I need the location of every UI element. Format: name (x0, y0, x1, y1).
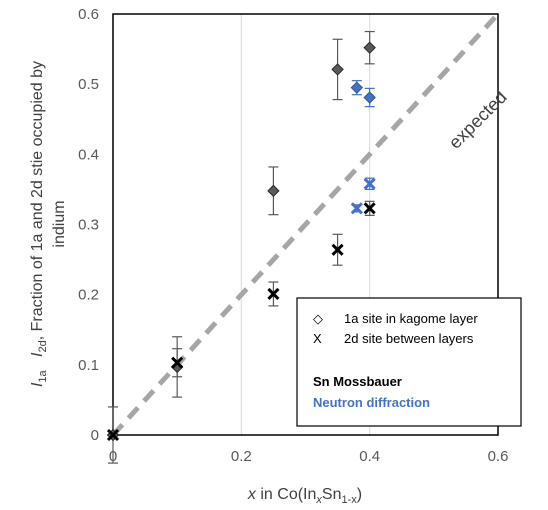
x-tick-label: 0.2 (231, 448, 252, 465)
legend-marker-label-2d: 2d site between layers (344, 331, 474, 346)
x-marker-stroke-b (171, 356, 184, 369)
y-label-i2d-sub: 2d (37, 340, 49, 352)
legend-method-mossbauer: Sn Mossbauer (313, 374, 402, 389)
y-label-i2d: I (29, 352, 46, 357)
data-point-1a-diamond-marker (350, 81, 364, 94)
x-marker-stroke-b (363, 202, 376, 215)
x-marker-stroke-b (106, 428, 120, 442)
data-point-1a-diamond-marker (363, 41, 376, 54)
y-label-i1a: I (29, 382, 46, 387)
x-axis-label-sub2: 1-x (341, 494, 357, 506)
legend: ◇ 1a site in kagome layer X 2d site betw… (296, 297, 522, 427)
x-tick-label: 0.4 (359, 448, 380, 465)
x-marker-stroke-b (331, 243, 344, 256)
data-point-2d-x-marker (267, 287, 280, 301)
legend-marker-symbol-2d: X (313, 331, 322, 346)
legend-marker-label-1a: 1a site in kagome layer (344, 311, 478, 326)
x-axis-label-mid2: Sn (322, 486, 342, 503)
y-label-rest: , Fraction of 1a and 2d stie occupied by (29, 61, 46, 340)
y-tick-labels: 0 0.1 0.2 0.3 0.4 0.5 0.6 (78, 6, 99, 444)
x-marker-stroke-b (350, 202, 363, 215)
y-axis-label-line1: I1a I2d, Fraction of 1a and 2d stie occu… (29, 61, 49, 387)
data-point-1a-diamond-marker (331, 63, 344, 76)
legend-marker-symbol-1a: ◇ (313, 311, 323, 326)
legend-method-neutron: Neutron diffraction (313, 395, 430, 410)
data-point-2d-x-marker (171, 356, 184, 369)
x-axis-label-sub1: x (315, 494, 322, 506)
data-markers (106, 41, 376, 442)
data-point-2d-x-marker (331, 243, 344, 256)
y-axis-label-line2: indium (51, 200, 68, 247)
y-tick-label: 0.5 (78, 76, 99, 93)
x-marker-stroke-b (363, 177, 376, 190)
y-label-i1a-sub: 1a (37, 369, 49, 382)
data-point-2d-x-marker (106, 428, 120, 442)
y-tick-label: 0.4 (78, 146, 99, 163)
x-axis-label-suffix: ) (357, 486, 362, 503)
data-point-1a-diamond-marker (267, 184, 280, 198)
data-point-1a-diamond-marker (363, 91, 376, 104)
x-tick-labels: 00.20.40.6 (109, 448, 509, 465)
y-tick-label: 0.1 (78, 357, 99, 374)
y-tick-label: 0.6 (78, 6, 99, 23)
data-point-2d-x-marker (363, 177, 376, 190)
data-point-2d-x-marker (363, 202, 376, 215)
y-label-sep (29, 357, 46, 370)
y-tick-label: 0.2 (78, 287, 99, 304)
x-tick-label: 0.6 (488, 448, 509, 465)
x-axis-label-var: x (247, 486, 257, 503)
x-axis-label: x in Co(InxSn1-x) (247, 486, 362, 506)
x-marker-stroke-b (267, 287, 280, 301)
y-tick-label: 0.3 (78, 217, 99, 234)
data-point-2d-x-marker (350, 202, 363, 215)
legend-box (296, 297, 522, 427)
expected-annotation: expected (445, 87, 511, 153)
plot-area-border (112, 13, 499, 436)
x-axis-label-mid: in Co(In (256, 486, 316, 503)
y-tick-label: 0 (91, 427, 99, 444)
